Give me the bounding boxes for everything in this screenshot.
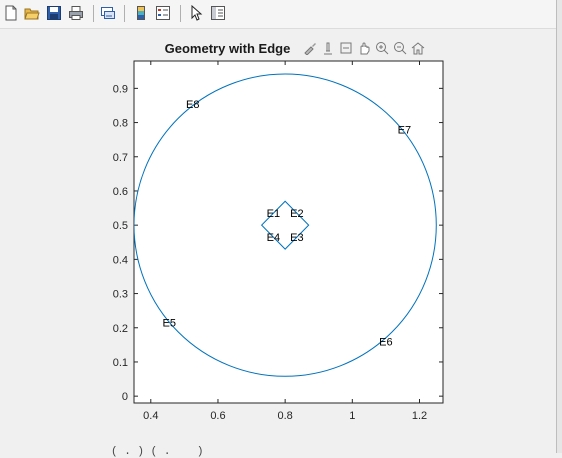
- edge-label-e1: E1: [267, 208, 280, 220]
- axes-box: [133, 60, 444, 404]
- y-tick-label: 0.5: [113, 220, 128, 232]
- x-tick-label: 0.6: [210, 410, 225, 422]
- y-tick-label: 0.2: [113, 323, 128, 335]
- zoom-out-icon[interactable]: [392, 40, 407, 56]
- y-tick-label: 0.7: [113, 152, 128, 164]
- y-tick-label: 0: [122, 391, 128, 403]
- pan-icon[interactable]: [356, 40, 371, 56]
- open-file-icon[interactable]: [23, 4, 41, 22]
- command-window-text: ( . ) ( . ): [78, 446, 204, 458]
- link-plot-icon[interactable]: [99, 4, 117, 22]
- toolbar-separator: [180, 5, 181, 22]
- brush-icon[interactable]: [302, 40, 317, 56]
- restore-view-icon[interactable]: [338, 40, 353, 56]
- figure-toolbar: [0, 0, 556, 29]
- y-tick-label: 0.6: [113, 186, 128, 198]
- edge-label-e7: E7: [398, 124, 411, 136]
- edge-label-e2: E2: [290, 208, 303, 220]
- edit-plot-icon[interactable]: [187, 4, 205, 22]
- data-tips-icon[interactable]: [320, 40, 335, 56]
- zoom-in-icon[interactable]: [374, 40, 389, 56]
- x-axis: 0.4 0.6 0.8 1 1.2: [143, 61, 427, 422]
- circle-boundary: [134, 73, 437, 377]
- y-tick-label: 0.4: [113, 254, 128, 266]
- colorbar-icon[interactable]: [132, 4, 150, 22]
- y-axis: 0 0.1 0.2 0.3 0.4 0.5 0.6 0.7 0.8 0.9: [113, 83, 443, 403]
- diamond-boundary: [260, 200, 310, 250]
- y-tick-label: 0.9: [113, 83, 128, 95]
- home-icon[interactable]: [410, 40, 425, 56]
- edge-label-e6: E6: [379, 336, 392, 348]
- toolbar-separator: [93, 5, 94, 22]
- edge-label-e5: E5: [163, 318, 176, 330]
- x-tick-label: 1: [349, 410, 355, 422]
- save-icon[interactable]: [45, 4, 63, 22]
- toolbar-separator: [124, 5, 125, 22]
- new-figure-icon[interactable]: [2, 4, 20, 22]
- edge-label-e4: E4: [267, 232, 280, 244]
- legend-icon[interactable]: [154, 4, 172, 22]
- edge-label-e8: E8: [186, 99, 199, 111]
- edge-label-e3: E3: [290, 232, 303, 244]
- y-tick-label: 0.8: [113, 118, 128, 130]
- y-tick-label: 0.3: [113, 289, 128, 301]
- plot-title: Geometry with Edge: [164, 41, 291, 56]
- print-icon[interactable]: [67, 4, 85, 22]
- x-tick-label: 0.4: [143, 410, 158, 422]
- x-tick-label: 1.2: [412, 410, 427, 422]
- axes-toolbar: [302, 40, 425, 58]
- property-inspector-icon[interactable]: [209, 4, 227, 22]
- y-tick-label: 0.1: [113, 357, 128, 369]
- edge-labels: E1 E2 E3 E4 E5 E6 E7 E8: [163, 99, 412, 349]
- x-tick-label: 0.8: [277, 410, 292, 422]
- window-edge: [556, 0, 562, 453]
